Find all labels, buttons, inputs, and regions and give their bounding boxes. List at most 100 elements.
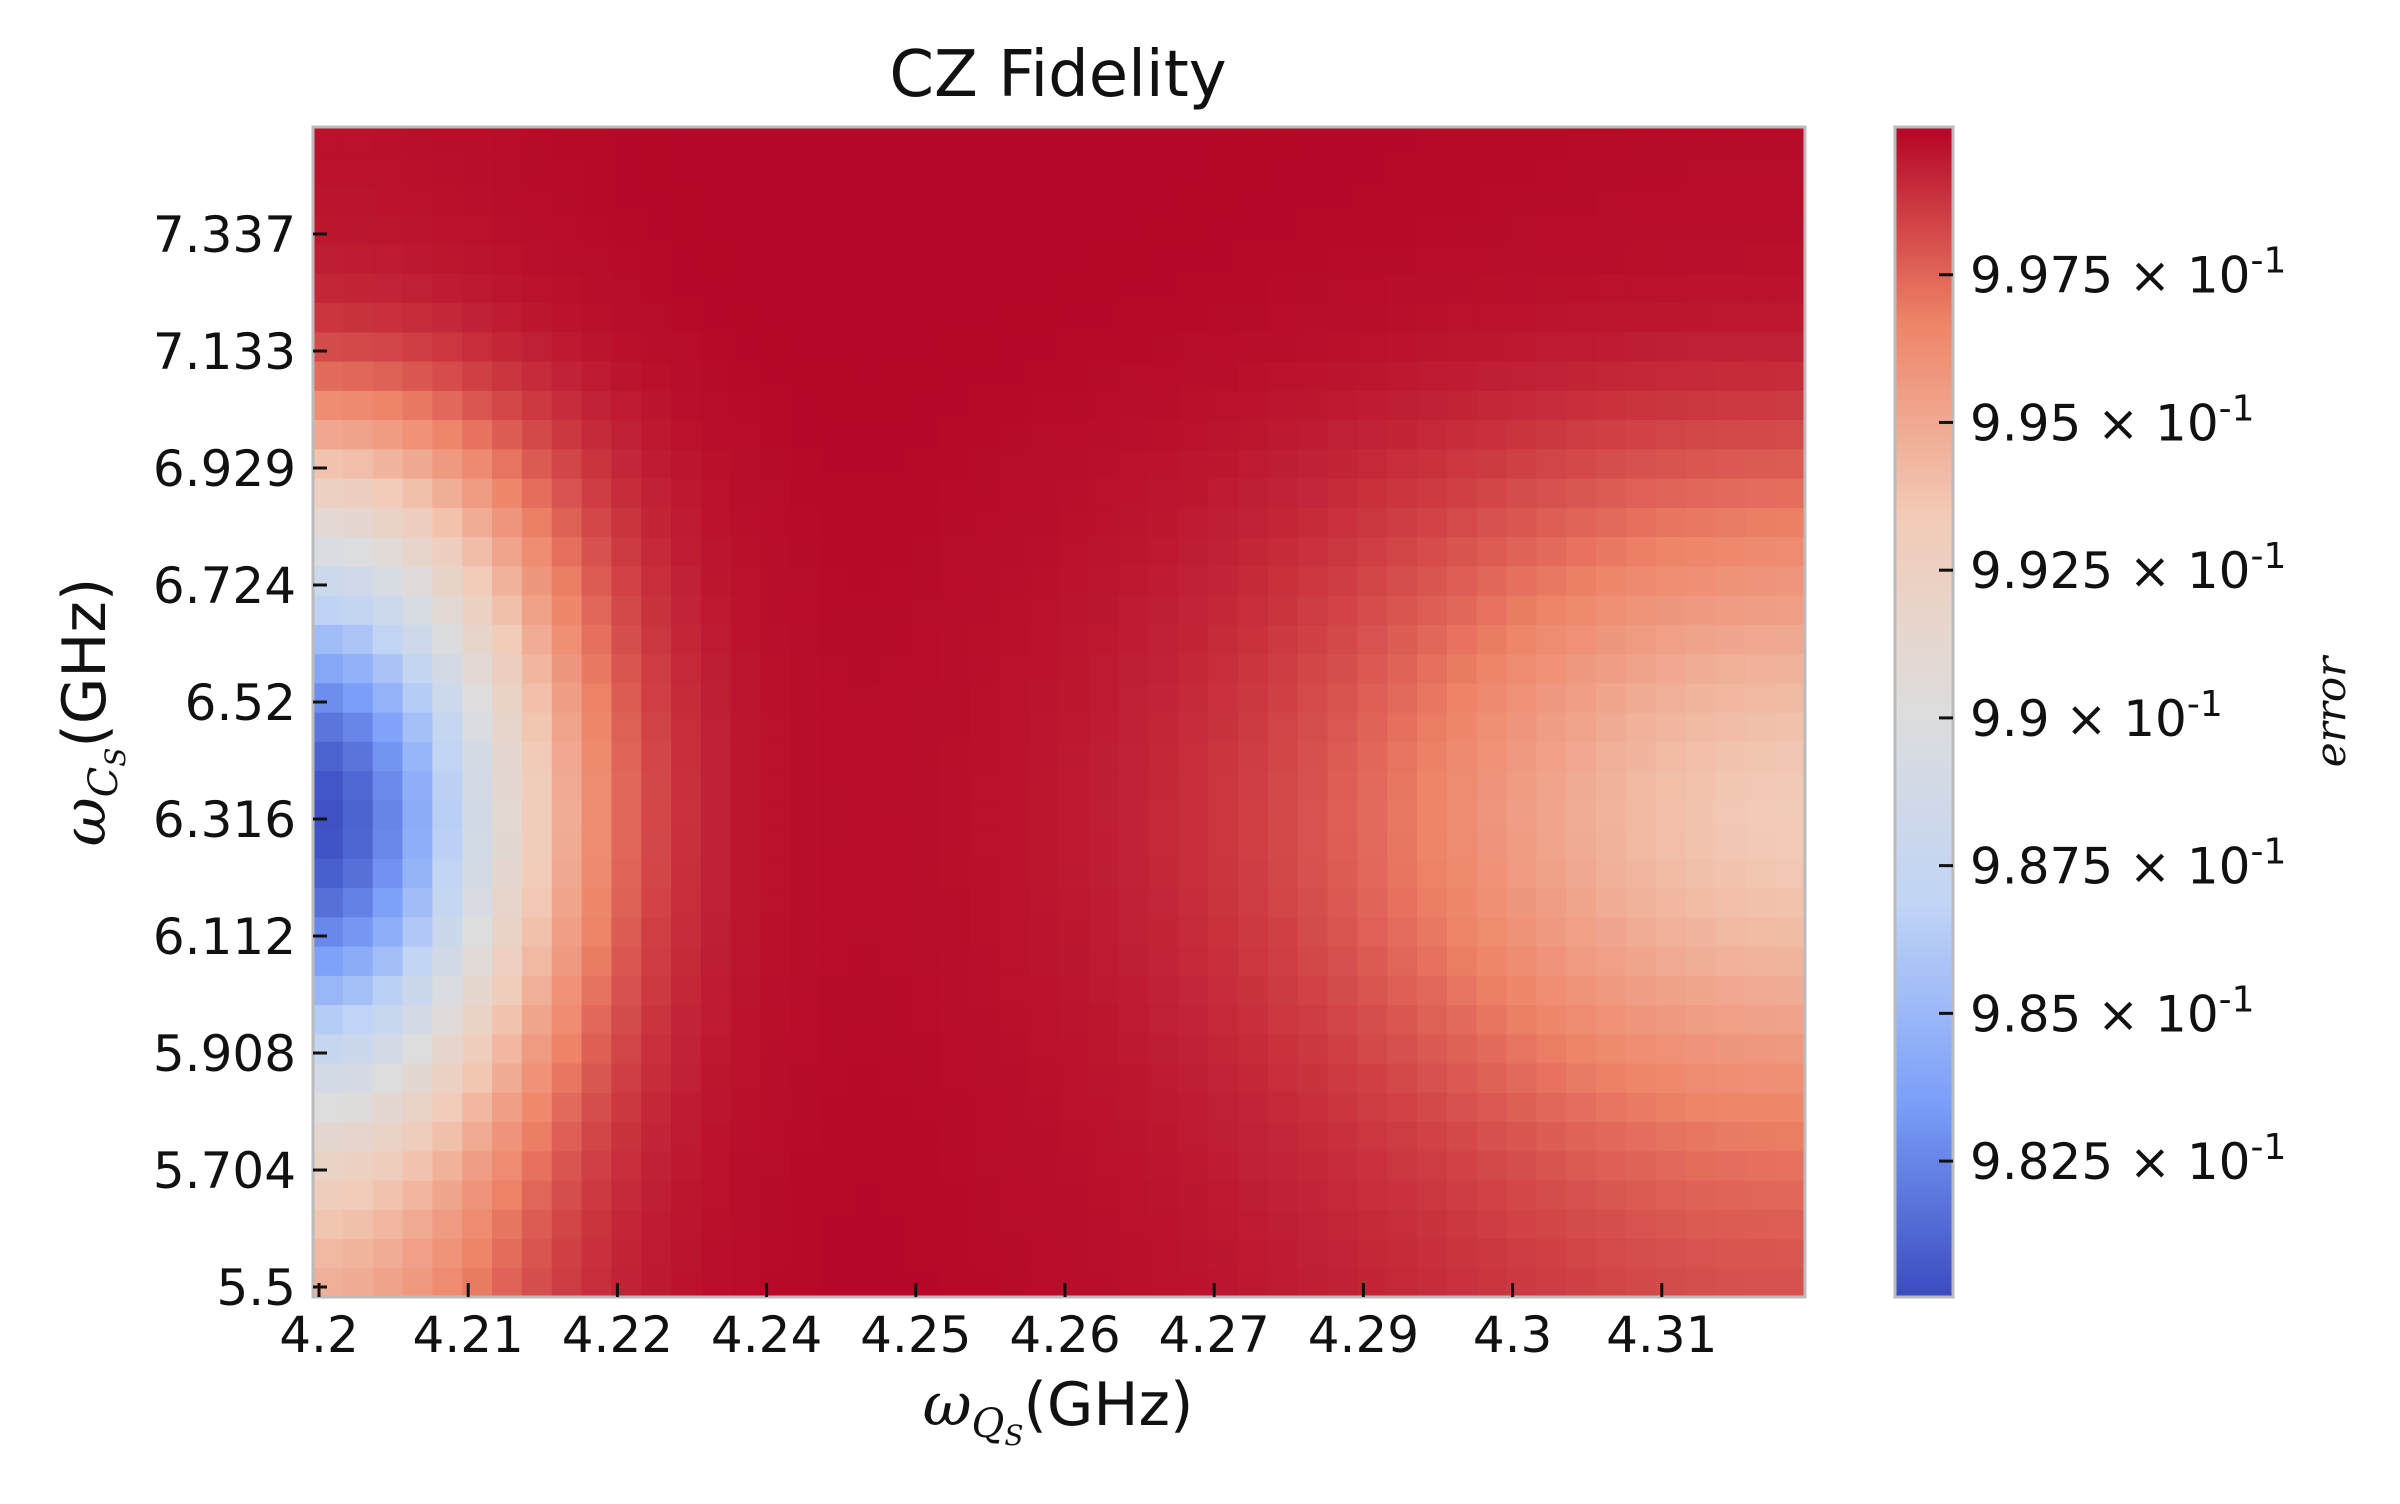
- heatmap-cell: [671, 214, 702, 245]
- heatmap-cell: [1238, 536, 1269, 567]
- y-tick-label: 7.337: [153, 206, 296, 264]
- y-axis-label: ωCS(GHz): [50, 578, 132, 847]
- heatmap-cell: [1596, 302, 1627, 333]
- heatmap-cell: [1536, 829, 1567, 859]
- heatmap-cell: [1118, 185, 1150, 216]
- heatmap-cell: [1476, 536, 1508, 567]
- heatmap-cell: [1267, 565, 1299, 596]
- heatmap-cell: [1625, 975, 1657, 1006]
- heatmap-cell: [611, 448, 642, 479]
- heatmap-cell: [1536, 712, 1567, 742]
- heatmap-cell: [700, 244, 732, 274]
- heatmap-cell: [790, 975, 821, 1006]
- heatmap-cell: [641, 331, 672, 362]
- heatmap-cell: [372, 1092, 404, 1123]
- heatmap-cell: [1297, 829, 1329, 859]
- heatmap-cell: [313, 331, 344, 362]
- heatmap-cell: [1536, 799, 1567, 830]
- heatmap-cell: [1238, 565, 1269, 596]
- heatmap-cell: [1775, 1092, 1806, 1123]
- heatmap-cell: [730, 156, 762, 187]
- heatmap-cell: [1088, 946, 1120, 976]
- heatmap-cell: [402, 946, 433, 976]
- heatmap-cell: [1118, 712, 1150, 742]
- heatmap-cell: [1685, 916, 1717, 947]
- heatmap-cell: [760, 916, 792, 947]
- heatmap-cell: [1357, 536, 1388, 567]
- heatmap-cell: [1088, 565, 1120, 596]
- heatmap-cell: [641, 741, 672, 772]
- heatmap-cell: [1118, 478, 1150, 508]
- heatmap-cell: [1327, 1033, 1358, 1064]
- heatmap-cell: [1297, 127, 1329, 157]
- heatmap-cell: [1596, 390, 1627, 421]
- heatmap-cell: [1566, 975, 1597, 1006]
- heatmap-cell: [820, 331, 851, 362]
- heatmap-cell: [909, 390, 941, 421]
- heatmap-cell: [790, 565, 821, 596]
- heatmap-cell: [432, 653, 463, 684]
- heatmap-cell: [939, 302, 971, 333]
- heatmap-cell: [760, 682, 792, 713]
- heatmap-cell: [1267, 1121, 1299, 1152]
- y-tick-label: 6.112: [153, 908, 296, 966]
- heatmap-cell: [1446, 185, 1478, 216]
- heatmap-cell: [1357, 448, 1388, 479]
- heatmap-cell: [1596, 273, 1627, 304]
- heatmap-cell: [1267, 536, 1299, 567]
- heatmap-cell: [1655, 536, 1687, 567]
- heatmap-cell: [1715, 946, 1746, 976]
- heatmap-cell: [313, 244, 344, 274]
- heatmap-cell: [1387, 799, 1418, 830]
- heatmap-cell: [1178, 390, 1209, 421]
- heatmap-cell: [1208, 1004, 1239, 1035]
- heatmap-cell: [402, 361, 433, 391]
- heatmap-cell: [1715, 1092, 1746, 1123]
- heatmap-cell: [1387, 887, 1418, 918]
- heatmap-cell: [551, 1150, 583, 1181]
- heatmap-cell: [521, 770, 553, 801]
- heatmap-cell: [581, 887, 612, 918]
- heatmap-cell: [313, 975, 344, 1006]
- heatmap-cell: [462, 361, 493, 391]
- heatmap-cell: [1625, 244, 1657, 274]
- heatmap-cell: [909, 975, 941, 1006]
- heatmap-cell: [1417, 653, 1448, 684]
- heatmap-cell: [790, 741, 821, 772]
- heatmap-cell: [1775, 273, 1806, 304]
- heatmap-cell: [402, 565, 433, 596]
- heatmap-cell: [581, 1267, 612, 1298]
- heatmap-cell: [820, 273, 851, 304]
- heatmap-cell: [1148, 1033, 1179, 1064]
- heatmap-cell: [492, 887, 523, 918]
- heatmap-cell: [1088, 448, 1120, 479]
- heatmap-cell: [1685, 565, 1717, 596]
- heatmap-cell: [760, 507, 792, 538]
- heatmap-cell: [999, 741, 1030, 772]
- heatmap-cell: [313, 595, 344, 625]
- heatmap-cell: [879, 1267, 911, 1298]
- heatmap-cell: [730, 419, 762, 450]
- heatmap-cell: [521, 565, 553, 596]
- heatmap-cell: [342, 916, 374, 947]
- heatmap-cell: [1566, 390, 1597, 421]
- heatmap-cell: [999, 156, 1030, 187]
- heatmap-cell: [1148, 770, 1179, 801]
- heatmap-cell: [700, 156, 732, 187]
- heatmap-cell: [1118, 653, 1150, 684]
- heatmap-cell: [551, 741, 583, 772]
- heatmap-cell: [1685, 273, 1717, 304]
- heatmap-cell: [1596, 1033, 1627, 1064]
- heatmap-cell: [551, 361, 583, 391]
- heatmap-cell: [521, 1092, 553, 1123]
- heatmap-cell: [1088, 419, 1120, 450]
- heatmap-cell: [402, 478, 433, 508]
- heatmap-cell: [1566, 1063, 1597, 1093]
- heatmap-cell: [879, 127, 911, 157]
- heatmap-cell: [462, 1063, 493, 1093]
- heatmap-cell: [551, 916, 583, 947]
- heatmap-cell: [1596, 1063, 1627, 1093]
- heatmap-cell: [820, 1238, 851, 1269]
- heatmap-cell: [1387, 448, 1418, 479]
- heatmap-cell: [909, 273, 941, 304]
